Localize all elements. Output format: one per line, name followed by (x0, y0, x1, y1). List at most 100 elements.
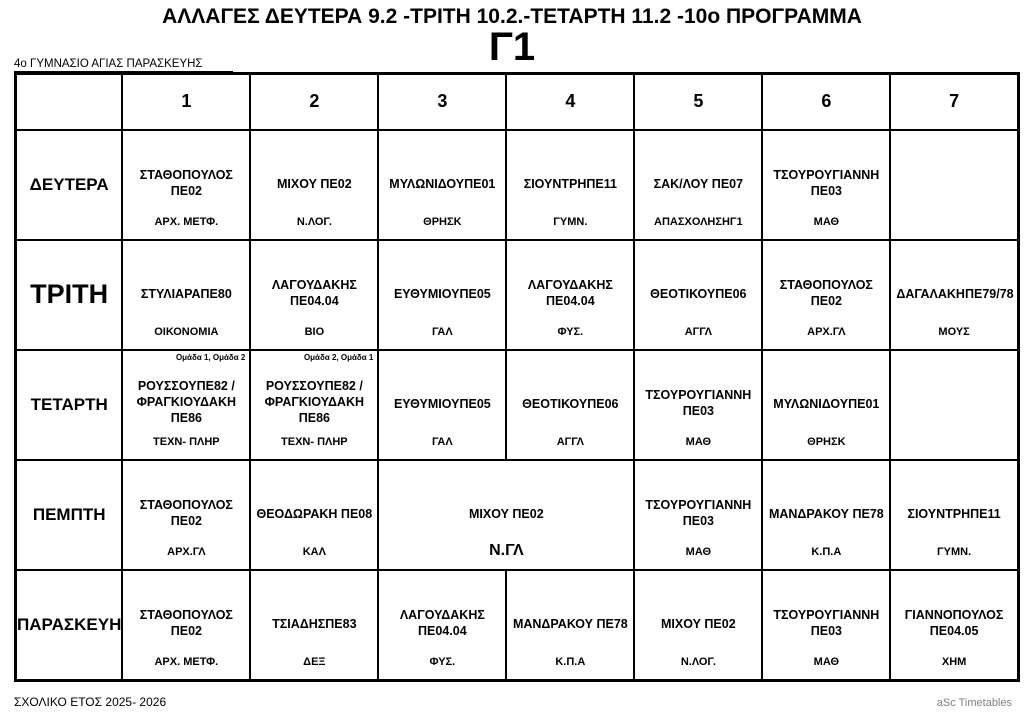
subject-name: ΔΕΞ (303, 655, 326, 668)
teacher-name: ΣΙΟΥΝΤΡΗΠΕ11 (523, 176, 617, 191)
timetable: 1 2 3 4 5 6 7 ΔΕΥΤΕΡΑ ΣΤΑΘΟΠΟΥΛΟΣ ΠΕ02 Α… (14, 72, 1020, 682)
lesson-cell: ΘΕΟΤΙΚΟΥΠΕ06 ΑΓΓΛ (507, 351, 633, 459)
lesson-cell: ΜΥΛΩΝΙΔΟΥΠΕ01 ΘΡΗΣΚ (379, 131, 505, 239)
day-row-thursday: ΠΕΜΠΤΗ ΣΤΑΘΟΠΟΥΛΟΣ ΠΕ02 ΑΡΧ.ΓΛ ΘΕΟΔΩΡΑΚΗ… (14, 458, 1020, 571)
subject-name: ΜΑΘ (685, 435, 712, 448)
day-row-monday: ΔΕΥΤΕΡΑ ΣΤΑΘΟΠΟΥΛΟΣ ΠΕ02 ΑΡΧ. ΜΕΤΦ. ΜΙΧΟ… (14, 128, 1020, 241)
period-header-3: 3 (377, 72, 508, 131)
teacher-name: ΛΑΓΟΥΔΑΚΗΣ ΠΕ04.04 (399, 607, 485, 638)
teacher-name: ΤΣΟΥΡΟΥΓΙΑΝΝΗ ΠΕ03 (645, 387, 752, 418)
subject-name: ΜΑΘ (685, 545, 712, 558)
teacher-name: ΛΑΓΟΥΔΑΚΗΣ ΠΕ04.04 (271, 277, 357, 308)
subject-name: ΒΙΟ (304, 325, 325, 338)
generator-credit: aSc Timetables (936, 697, 1012, 709)
lesson-cell: ΣΤΑΘΟΠΟΥΛΟΣ ΠΕ02 ΑΡΧ. ΜΕΤΦ. (123, 131, 249, 239)
subject-name: ΧΗΜ (941, 655, 967, 668)
lesson-cell: Ομάδα 2, Ομάδα 1 ΡΟΥΣΣΟΥΠΕ82 / ΦΡΑΓΚΙΟΥΔ… (251, 351, 377, 459)
subject-name: ΑΡΧ.ΓΛ (167, 545, 206, 558)
subject-name: ΓΑΛ (431, 325, 453, 338)
teacher-name: ΣΙΟΥΝΤΡΗΠΕ11 (907, 506, 1001, 521)
empty-lesson-cell (891, 131, 1017, 239)
lesson-cell: ΣΙΟΥΝΤΡΗΠΕ11 ΓΥΜΝ. (507, 131, 633, 239)
day-row-wednesday: ΤΕΤΑΡΤΗ Ομάδα 1, Ομάδα 2 ΡΟΥΣΣΟΥΠΕ82 / Φ… (14, 348, 1020, 461)
teacher-name: ΛΑΓΟΥΔΑΚΗΣ ΠΕ04.04 (527, 277, 613, 308)
teacher-name: ΘΕΟΤΙΚΟΥΠΕ06 (650, 286, 747, 301)
teacher-name: ΣΤΑΘΟΠΟΥΛΟΣ ΠΕ02 (139, 167, 233, 198)
teacher-name: ΤΣΙΑΔΗΣΠΕ83 (272, 616, 357, 631)
lesson-cell: ΤΣΟΥΡΟΥΓΙΑΝΝΗ ΠΕ03 ΜΑΘ (763, 571, 889, 679)
corner-cell (14, 72, 124, 131)
lesson-cell: ΔΑΓΑΛΑΚΗΠΕ79/78 ΜΟΥΣ (891, 241, 1017, 349)
subject-name: Κ.Π.Α (811, 545, 842, 558)
subject-name: ΑΠΑΣΧΟΛΗΣΗΓ1 (654, 215, 743, 228)
subject-name: ΑΡΧ.ΓΛ (807, 325, 846, 338)
teacher-name: ΕΥΘΥΜΙΟΥΠΕ05 (393, 286, 491, 301)
day-row-friday: ΠΑΡΑΣΚΕΥΗ ΣΤΑΘΟΠΟΥΛΟΣ ΠΕ02 ΑΡΧ. ΜΕΤΦ. ΤΣ… (14, 568, 1020, 681)
teacher-name: ΜΑΝΔΡΑΚΟΥ ΠΕ78 (512, 616, 628, 631)
period-header-2: 2 (249, 72, 380, 131)
subject-name: ΘΡΗΣΚ (423, 215, 462, 228)
lesson-cell: ΣΤΑΘΟΠΟΥΛΟΣ ΠΕ02 ΑΡΧ. ΜΕΤΦ. (123, 571, 249, 679)
subject-name: Ν.ΓΛ (489, 541, 524, 559)
teacher-name: ΣΤΑΘΟΠΟΥΛΟΣ ΠΕ02 (139, 497, 233, 528)
subject-name: ΟΙΚΟΝΟΜΙΑ (154, 325, 219, 338)
class-title: Γ1 (488, 25, 536, 69)
lesson-cell: ΜΙΧΟΥ ΠΕ02 Ν.ΛΟΓ. (251, 131, 377, 239)
lesson-cell: ΣΑΚ/ΛΟΥ ΠΕ07 ΑΠΑΣΧΟΛΗΣΗΓ1 (635, 131, 761, 239)
subject-name: ΚΑΛ (302, 545, 326, 558)
lesson-cell: ΤΣΟΥΡΟΥΓΙΑΝΝΗ ΠΕ03 ΜΑΘ (763, 131, 889, 239)
teacher-name: ΤΣΟΥΡΟΥΓΙΑΝΝΗ ΠΕ03 (773, 167, 880, 198)
subject-name: ΦΥΣ. (429, 655, 456, 668)
lesson-cell: ΜΥΛΩΝΙΔΟΥΠΕ01 ΘΡΗΣΚ (763, 351, 889, 459)
day-row-tuesday: ΤΡΙΤΗ ΣΤΥΛΙΑΡΑΠΕ80 ΟΙΚΟΝΟΜΙΑ ΛΑΓΟΥΔΑΚΗΣ … (14, 238, 1020, 351)
teacher-name: ΣΤΥΛΙΑΡΑΠΕ80 (140, 286, 232, 301)
lesson-cell: ΘΕΟΤΙΚΟΥΠΕ06 ΑΓΓΛ (635, 241, 761, 349)
lesson-cell: Ομάδα 1, Ομάδα 2 ΡΟΥΣΣΟΥΠΕ82 / ΦΡΑΓΚΙΟΥΔ… (123, 351, 249, 459)
period-header-7: 7 (889, 72, 1020, 131)
subject-name: ΜΑΘ (813, 215, 840, 228)
period-header-row: 1 2 3 4 5 6 7 (14, 72, 1020, 131)
teacher-name: ΜΥΛΩΝΙΔΟΥΠΕ01 (773, 396, 880, 411)
subject-name: ΑΓΓΛ (556, 435, 584, 448)
day-label-friday: ΠΑΡΑΣΚΕΥΗ (14, 568, 124, 681)
merged-lesson-cell: ΜΙΧΟΥ ΠΕ02 Ν.ΓΛ (379, 461, 633, 569)
day-label-tuesday: ΤΡΙΤΗ (14, 238, 124, 351)
lesson-cell: ΣΤΥΛΙΑΡΑΠΕ80 ΟΙΚΟΝΟΜΙΑ (123, 241, 249, 349)
empty-lesson-cell (891, 351, 1017, 459)
lesson-cell: ΓΙΑΝΝΟΠΟΥΛΟΣ ΠΕ04.05 ΧΗΜ (891, 571, 1017, 679)
lesson-cell: ΣΤΑΘΟΠΟΥΛΟΣ ΠΕ02 ΑΡΧ.ΓΛ (763, 241, 889, 349)
teacher-name: ΡΟΥΣΣΟΥΠΕ82 / ΦΡΑΓΚΙΟΥΔΑΚΗ ΠΕ86 (264, 378, 365, 426)
subject-name: ΑΓΓΛ (684, 325, 712, 338)
teacher-name: ΜΑΝΔΡΑΚΟΥ ΠΕ78 (768, 506, 884, 521)
teacher-name: ΣΑΚ/ΛΟΥ ΠΕ07 (653, 176, 744, 191)
teacher-name: ΘΕΟΤΙΚΟΥΠΕ06 (522, 396, 619, 411)
group-note: Ομάδα 1, Ομάδα 2 (175, 352, 246, 362)
subject-name: Κ.Π.Α (555, 655, 586, 668)
period-header-5: 5 (633, 72, 764, 131)
teacher-name: ΜΙΧΟΥ ΠΕ02 (469, 506, 544, 521)
subject-name: ΜΟΥΣ (938, 325, 970, 338)
teacher-name: ΜΙΧΟΥ ΠΕ02 (661, 616, 736, 631)
school-name: 4ο ΓΥΜΝΑΣΙΟ ΑΓΙΑΣ ΠΑΡΑΣΚΕΥΗΣ (14, 58, 233, 72)
period-header-6: 6 (761, 72, 892, 131)
lesson-cell: ΤΣΟΥΡΟΥΓΙΑΝΝΗ ΠΕ03 ΜΑΘ (635, 461, 761, 569)
school-year: ΣΧΟΛΙΚΟ ΕΤΟΣ 2025- 2026 (14, 695, 167, 709)
subject-name: Ν.ΛΟΓ. (680, 655, 716, 668)
subject-name: ΓΥΜΝ. (937, 545, 972, 558)
subject-name: ΦΥΣ. (557, 325, 584, 338)
day-label-monday: ΔΕΥΤΕΡΑ (14, 128, 124, 241)
teacher-name: ΘΕΟΔΩΡΑΚΗ ΠΕ08 (256, 506, 373, 521)
teacher-name: ΜΥΛΩΝΙΔΟΥΠΕ01 (389, 176, 496, 191)
teacher-name: ΔΑΓΑΛΑΚΗΠΕ79/78 (896, 286, 1014, 301)
subject-name: ΓΥΜΝ. (553, 215, 588, 228)
lesson-cell: ΛΑΓΟΥΔΑΚΗΣ ΠΕ04.04 ΦΥΣ. (379, 571, 505, 679)
lesson-cell: ΕΥΘΥΜΙΟΥΠΕ05 ΓΑΛ (379, 351, 505, 459)
day-label-thursday: ΠΕΜΠΤΗ (14, 458, 124, 571)
teacher-name: ΡΟΥΣΣΟΥΠΕ82 / ΦΡΑΓΚΙΟΥΔΑΚΗ ΠΕ86 (136, 378, 237, 426)
lesson-cell: ΛΑΓΟΥΔΑΚΗΣ ΠΕ04.04 ΒΙΟ (251, 241, 377, 349)
subject-name: ΘΡΗΣΚ (807, 435, 846, 448)
teacher-name: ΓΙΑΝΝΟΠΟΥΛΟΣ ΠΕ04.05 (904, 607, 1004, 638)
teacher-name: ΤΣΟΥΡΟΥΓΙΑΝΝΗ ΠΕ03 (773, 607, 880, 638)
teacher-name: ΣΤΑΘΟΠΟΥΛΟΣ ΠΕ02 (139, 607, 233, 638)
